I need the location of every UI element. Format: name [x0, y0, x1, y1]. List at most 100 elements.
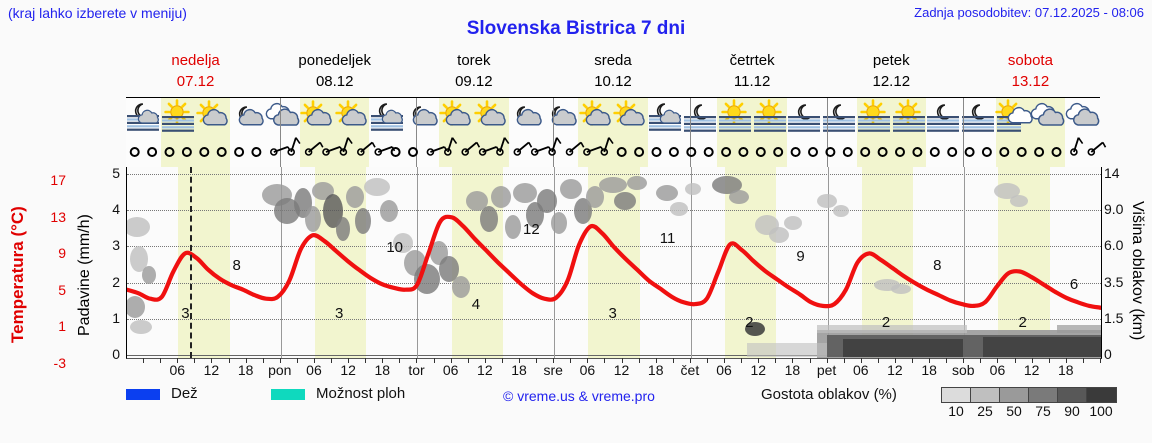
- x-tick-mark: [1031, 358, 1033, 363]
- cloud-density-scale-value: 50: [1006, 403, 1022, 419]
- temperature-tick: 5: [58, 281, 66, 298]
- gridline-day: [554, 167, 556, 358]
- x-tick-mark: [826, 358, 828, 363]
- daylight-highlight: [856, 137, 892, 167]
- x-tick-mark: [877, 358, 879, 363]
- x-tick-mark: [262, 358, 264, 363]
- weather-icon-moon-cloud: [509, 99, 543, 137]
- x-tick-label: 18: [921, 362, 937, 378]
- x-tick-mark: [399, 358, 401, 363]
- x-tick-mark: [1065, 358, 1067, 363]
- wind-barb-band: [126, 137, 1107, 168]
- cloud-density-field: [127, 176, 1101, 358]
- x-tick-mark: [860, 358, 862, 363]
- x-tick-mark: [296, 358, 298, 363]
- x-tick-mark: [348, 358, 350, 363]
- day-header-4: sreda 10.12: [543, 50, 682, 96]
- cloudheight-tick: 3.5: [1104, 273, 1124, 290]
- credit-link[interactable]: © vreme.us & vreme.pro: [503, 388, 655, 404]
- x-tick-mark: [980, 358, 982, 363]
- weather-icon-moon-cloud-fog: [370, 99, 404, 137]
- x-tick-mark: [450, 358, 452, 363]
- temperature-tick: 17: [50, 172, 66, 188]
- x-tick-label: 18: [647, 362, 664, 378]
- x-tick-mark: [963, 358, 965, 363]
- x-tick-mark: [519, 358, 521, 363]
- weather-icon-sun-cloud: [196, 99, 230, 137]
- temperature-point-label: 9: [796, 248, 805, 266]
- day-header-3: torek 09.12: [404, 50, 543, 96]
- day-separator: [279, 137, 281, 167]
- temperature-tick: 13: [50, 208, 66, 225]
- x-tick-label: pon: [268, 362, 292, 378]
- forecast-plot: 383104123112928262: [126, 167, 1102, 359]
- x-tick-mark: [228, 358, 230, 363]
- cloudheight-tick: 14: [1104, 165, 1120, 181]
- x-tick-label: sre: [543, 362, 563, 378]
- weather-icon-band: [126, 97, 1100, 139]
- temperature-axis-title: Temperatura (°C): [8, 206, 27, 344]
- weather-icon-cloudy: [1030, 99, 1065, 137]
- cloud-density-swatch: [1028, 387, 1059, 403]
- daylight-highlight: [891, 137, 927, 167]
- day-date: 11.12: [733, 73, 771, 90]
- gridline-horizontal: [127, 210, 1101, 212]
- x-tick-label: 18: [237, 362, 254, 378]
- weather-icon-sun-fog: [161, 99, 195, 137]
- weather-icon-sun-fog: [718, 99, 752, 137]
- x-tick-mark: [245, 358, 247, 363]
- x-tick-mark: [809, 358, 811, 363]
- day-header-2: ponedeljek 08.12: [265, 50, 404, 96]
- gridline-day: [280, 167, 282, 358]
- x-tick-mark: [792, 358, 794, 363]
- x-tick-mark: [587, 358, 589, 363]
- temperature-curve: [127, 214, 1101, 310]
- x-tick-label: 06: [442, 362, 459, 378]
- cloud-density-scale-value: 90: [1064, 403, 1080, 419]
- day-separator: [689, 137, 691, 167]
- wind-barbs: [129, 137, 1107, 157]
- day-header-6: petek 12.12: [822, 50, 961, 96]
- x-tick-mark: [433, 358, 435, 363]
- x-tick-label: 12: [613, 362, 630, 378]
- x-tick-mark: [741, 358, 743, 363]
- gridline-day: [827, 167, 829, 358]
- showers-color-swatch: [271, 389, 305, 400]
- weather-icon-sun-cloud: [439, 99, 473, 137]
- weather-icon-sun-cloud: [578, 99, 613, 137]
- x-tick-label: 18: [784, 362, 801, 378]
- cloud-density-scale-value: 10: [948, 403, 964, 419]
- temperature-point-label: 2: [881, 313, 891, 331]
- weather-icon-cloudy: [1065, 99, 1100, 137]
- gridline-horizontal: [127, 318, 1101, 320]
- x-tick-mark: [365, 358, 367, 363]
- x-tick-mark: [946, 358, 948, 363]
- x-tick-label: 12: [340, 362, 356, 378]
- gridline-horizontal: [127, 282, 1101, 284]
- x-tick-mark: [279, 358, 281, 363]
- x-tick-label: sob: [952, 362, 975, 378]
- x-tick-mark: [621, 358, 623, 363]
- temperature-point-label: 11: [659, 230, 676, 248]
- menu-hint-text: (kraj lahko izberete v meniju): [8, 5, 187, 21]
- daylight-highlight: [195, 137, 231, 167]
- temperature-tick: 9: [58, 245, 66, 261]
- weather-icon-moon-cloud: [405, 99, 439, 137]
- temperature-point-label: 3: [608, 304, 617, 322]
- day-separator: [416, 98, 418, 138]
- x-tick-mark: [331, 358, 333, 363]
- cloud-density-scale-title: Gostota oblakov (%): [761, 386, 897, 403]
- x-tick-mark: [1082, 358, 1084, 363]
- x-tick-mark: [929, 358, 931, 363]
- temperature-point-label: 10: [386, 239, 403, 257]
- showers-legend-label: Možnost ploh: [316, 385, 406, 402]
- x-tick-label: 12: [477, 362, 493, 378]
- weather-icon-sun-cloud: [613, 99, 647, 137]
- day-date: 09.12: [455, 73, 493, 90]
- temperature-tick: 1: [58, 318, 66, 334]
- current-time-marker: [189, 167, 192, 358]
- x-tick-label: 06: [306, 362, 322, 378]
- temperature-point-label: 12: [523, 221, 540, 239]
- precipitation-tick: 5: [112, 165, 120, 181]
- x-tick-label: 06: [579, 362, 596, 378]
